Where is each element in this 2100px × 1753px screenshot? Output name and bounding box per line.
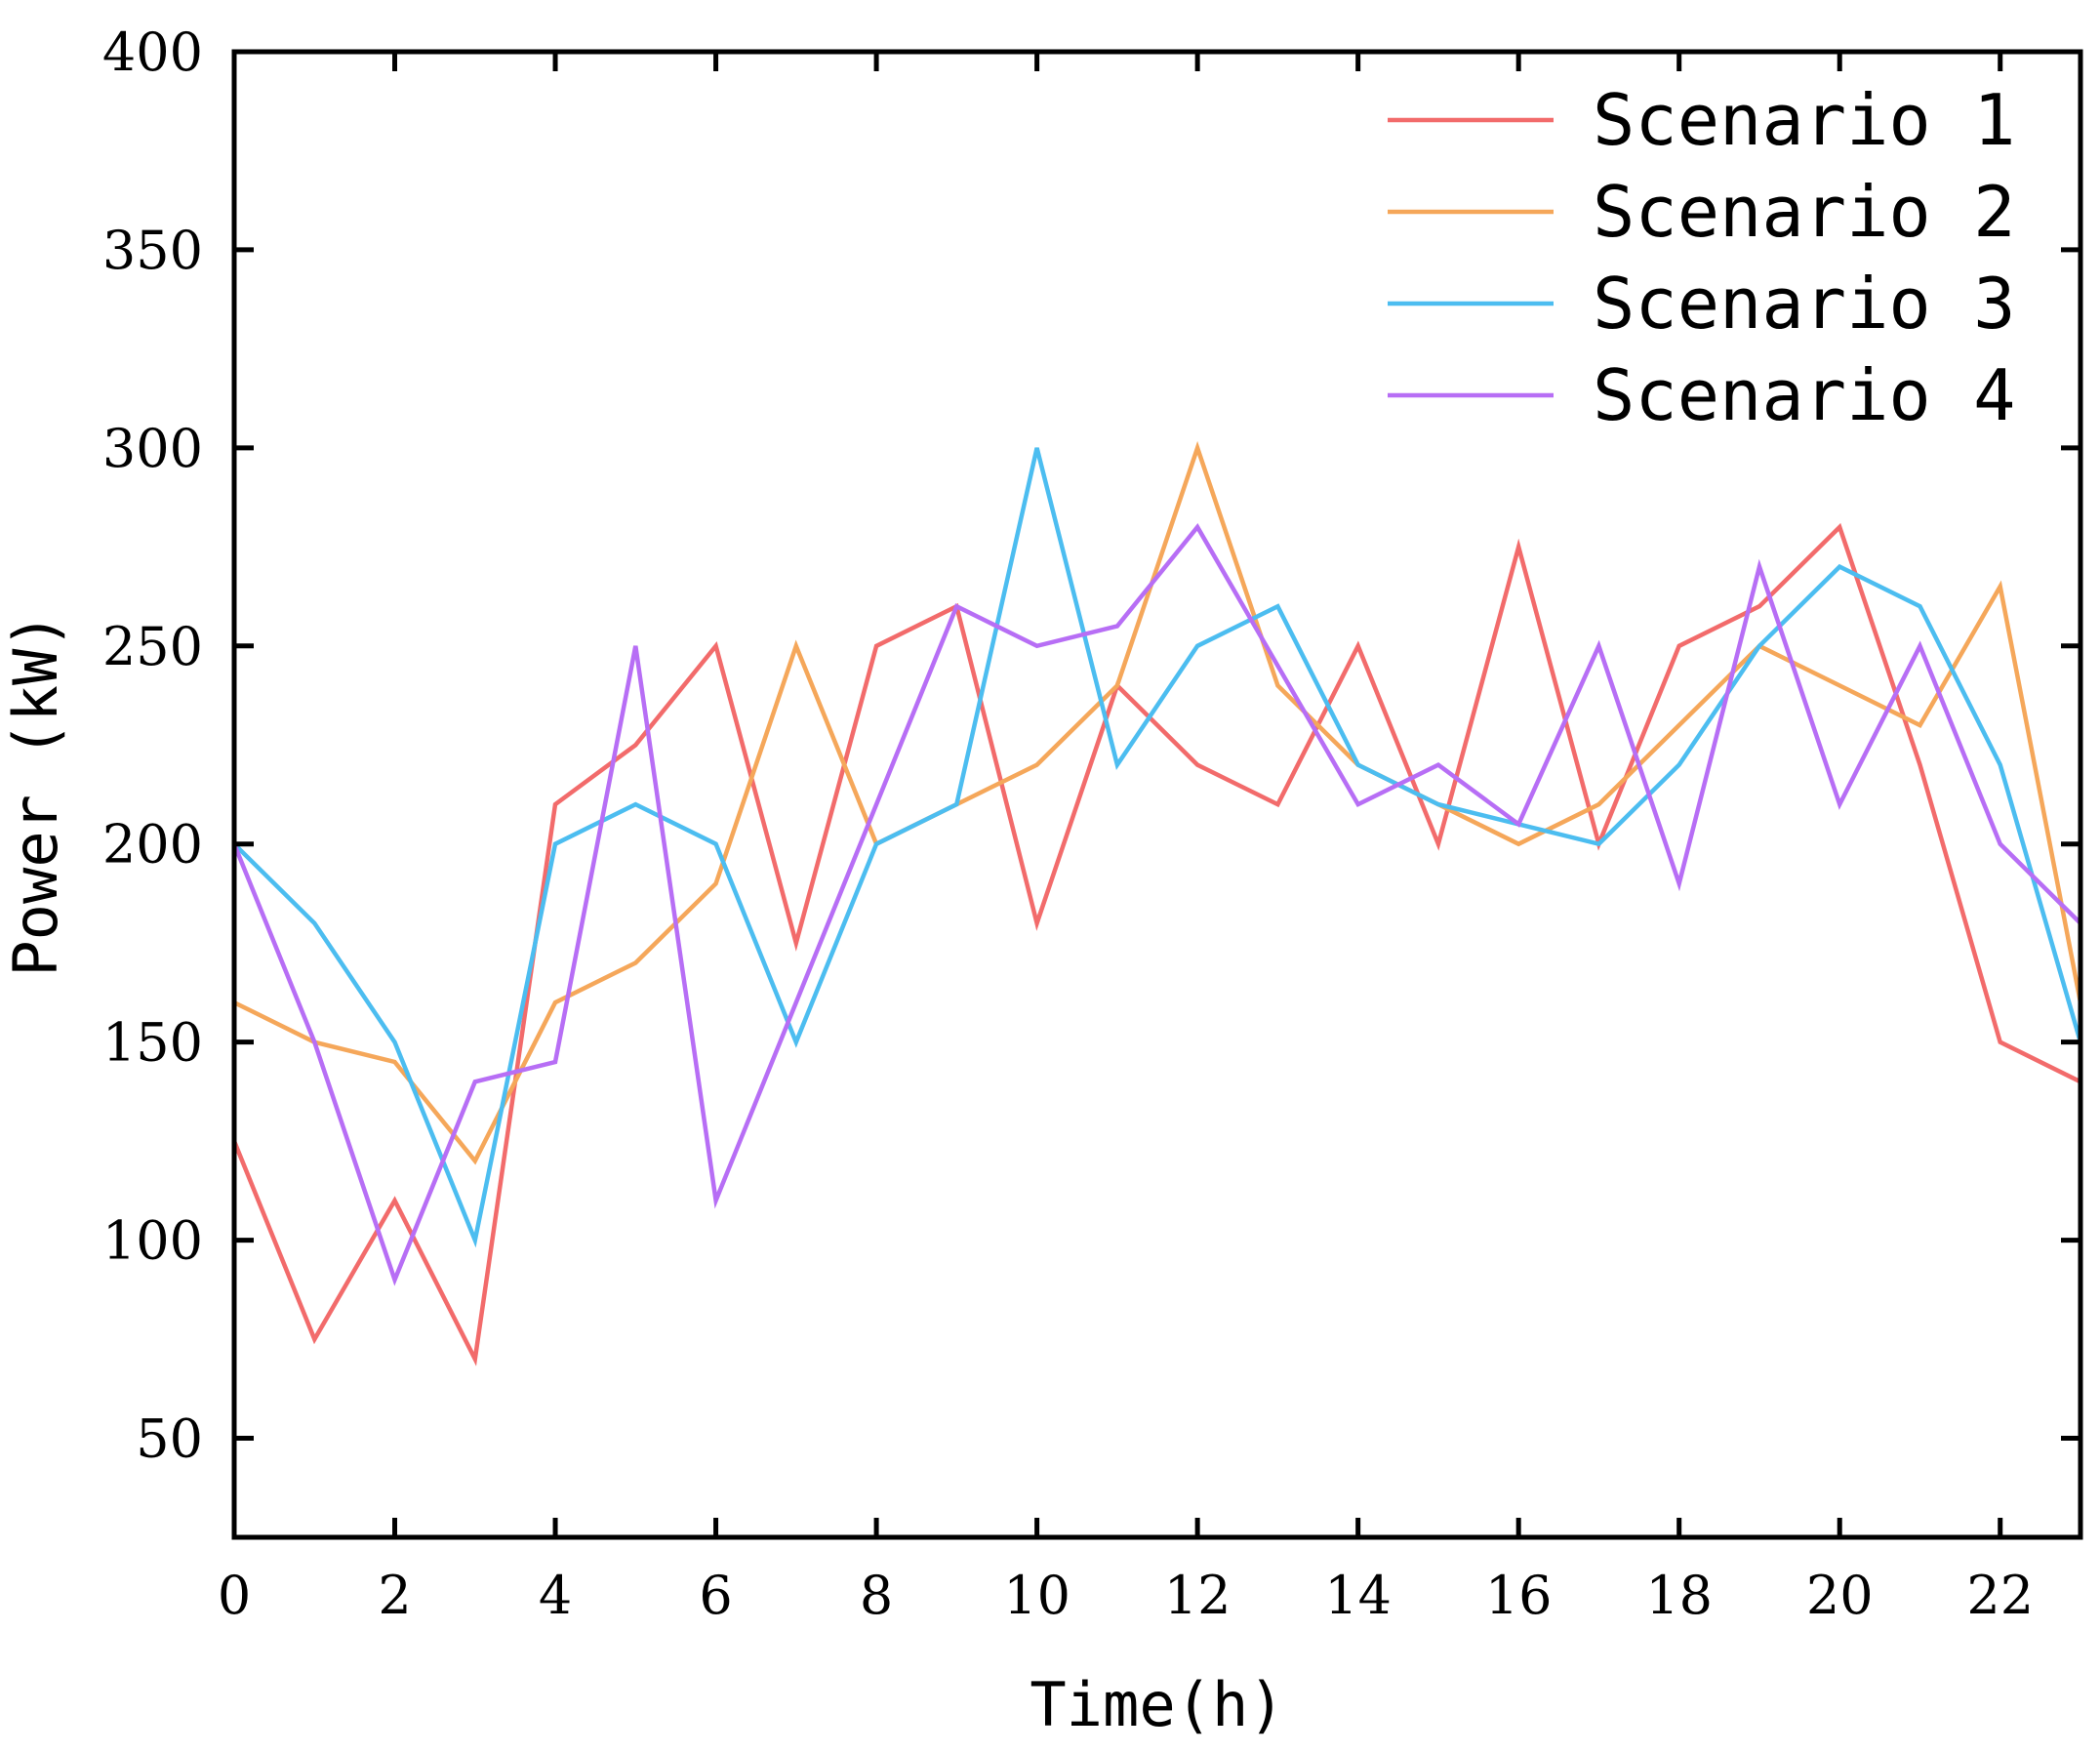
- series-line-scenario-4: [231, 523, 2082, 1286]
- x-axis-title: Time(h): [1030, 1669, 1284, 1740]
- x-tick-label: 6: [699, 1565, 732, 1626]
- legend-label-scenario-3: Scenario 3: [1593, 263, 2015, 345]
- y-tick-label: 100: [102, 1210, 203, 1272]
- x-tick-label: 4: [539, 1565, 572, 1626]
- y-tick-label: 50: [136, 1408, 203, 1470]
- y-tick-label: 250: [102, 616, 203, 677]
- y-tick-label: 300: [102, 418, 203, 479]
- legend-label-scenario-2: Scenario 2: [1593, 171, 2015, 253]
- series-layer: [231, 440, 2083, 1366]
- series-line-scenario-1: [231, 522, 2081, 1366]
- legend: Scenario 1 Scenario 2 Scenario 3 Scenario 4: [1388, 79, 2015, 436]
- legend-label-scenario-1: Scenario 1: [1593, 79, 2015, 161]
- y-axis-title: Power (kW): [0, 612, 71, 976]
- x-tick-label: 12: [1164, 1565, 1232, 1626]
- x-tick-label: 22: [1966, 1565, 2034, 1626]
- plot-frame: [231, 49, 2083, 1540]
- x-tick-label: 20: [1806, 1565, 1874, 1626]
- y-tick-label: 150: [102, 1012, 203, 1074]
- x-tick-label: 16: [1485, 1565, 1553, 1626]
- legend-label-scenario-4: Scenario 4: [1593, 354, 2015, 436]
- x-tick-label: 0: [218, 1565, 251, 1626]
- y-tick-label: 400: [102, 21, 203, 83]
- x-tick-label: 2: [378, 1565, 411, 1626]
- series-line-scenario-3: [232, 447, 2083, 1248]
- y-tick-label: 200: [102, 814, 203, 876]
- x-tick-label: 10: [1003, 1565, 1070, 1626]
- series-line-scenario-2: [233, 440, 2083, 1165]
- x-tick-label: 18: [1645, 1565, 1713, 1626]
- tick-layer: 0 2 4 6 8 10 12 14 16 18 20 22 50 100 150 200 250 300 350 4…: [102, 21, 2080, 1626]
- x-tick-label: 14: [1324, 1565, 1392, 1626]
- y-tick-label: 350: [102, 220, 203, 281]
- x-tick-label: 8: [860, 1565, 893, 1626]
